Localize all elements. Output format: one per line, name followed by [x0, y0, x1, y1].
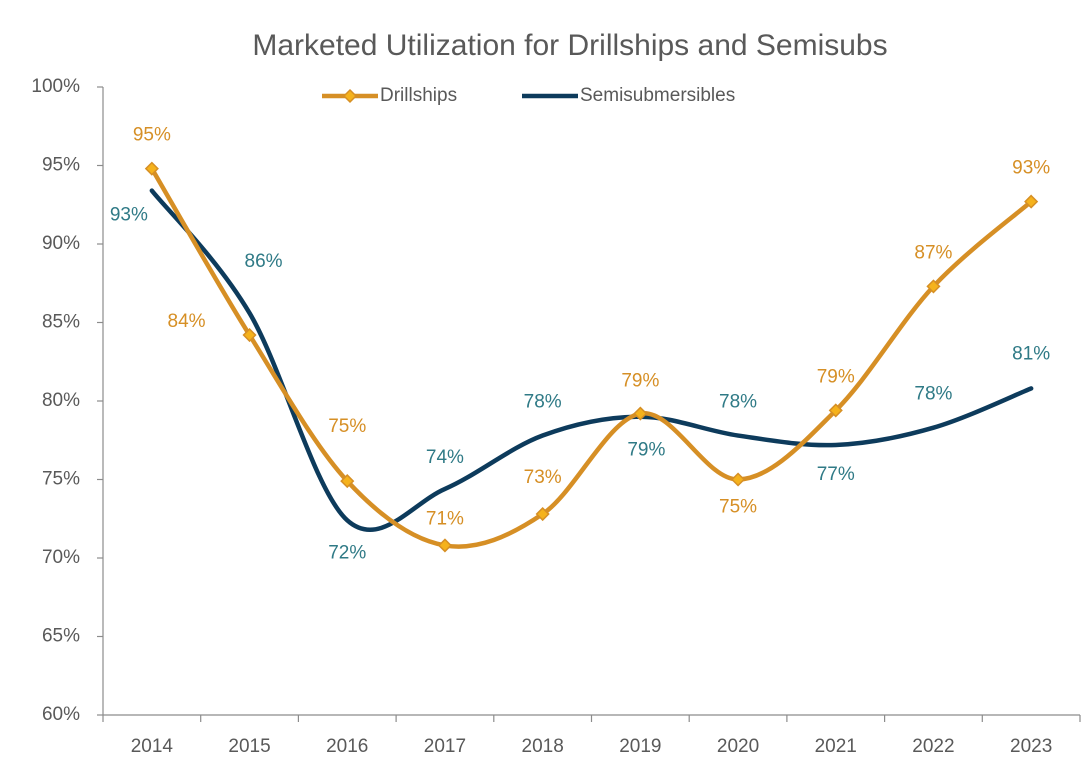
y-tick-label: 85%: [42, 312, 80, 333]
y-tick-label: 65%: [42, 626, 80, 647]
data-label: 84%: [168, 311, 206, 332]
x-tick-label: 2015: [228, 736, 270, 757]
y-tick-label: 90%: [42, 233, 80, 254]
y-tick-label: 60%: [42, 704, 80, 725]
legend-marker: [342, 88, 358, 104]
marker: [633, 406, 648, 421]
x-tick-label: 2018: [522, 736, 564, 757]
data-label: 74%: [426, 447, 464, 468]
marker: [730, 472, 746, 487]
data-label: 78%: [914, 384, 952, 405]
data-label: 79%: [817, 366, 855, 387]
data-label: 93%: [110, 205, 148, 226]
x-tick-label: 2022: [912, 736, 954, 757]
legend-label: Semisubmersibles: [580, 85, 735, 106]
data-label: 71%: [426, 508, 464, 529]
x-tick-label: 2023: [1010, 736, 1052, 757]
x-tick-label: 2017: [424, 736, 466, 757]
data-label: 73%: [524, 467, 562, 488]
y-tick-label: 100%: [31, 76, 80, 97]
data-label: 72%: [328, 542, 366, 563]
legend-label: Drillships: [380, 85, 457, 106]
data-label: 81%: [1012, 343, 1050, 364]
data-label: 93%: [1012, 158, 1050, 179]
data-label: 77%: [817, 464, 855, 485]
data-label: 75%: [719, 497, 757, 518]
series-line: [149, 188, 1034, 533]
marker: [437, 538, 453, 553]
marker: [926, 279, 941, 294]
data-label: 95%: [133, 125, 171, 146]
x-tick-label: 2021: [815, 736, 857, 757]
marker: [242, 327, 257, 343]
marker: [144, 161, 159, 176]
marker: [1024, 194, 1039, 209]
data-label: 75%: [328, 416, 366, 437]
y-tick-label: 95%: [42, 155, 80, 176]
data-label: 87%: [914, 242, 952, 263]
chart-title: Marketed Utilization for Drillships and …: [252, 29, 887, 62]
data-label: 78%: [719, 392, 757, 413]
x-tick-label: 2014: [131, 736, 174, 757]
y-tick-label: 70%: [42, 547, 80, 568]
marker: [535, 506, 550, 522]
marker: [828, 403, 843, 418]
y-tick-label: 75%: [42, 469, 80, 490]
x-tick-label: 2019: [619, 736, 661, 757]
data-label: 79%: [621, 371, 659, 392]
marker: [340, 474, 355, 489]
y-tick-label: 80%: [42, 390, 80, 411]
data-label: 86%: [245, 251, 283, 272]
x-tick-label: 2020: [717, 736, 759, 757]
data-label: 79%: [627, 440, 665, 461]
data-label: 78%: [524, 392, 562, 413]
series-line: [149, 166, 1034, 549]
x-tick-label: 2016: [326, 736, 368, 757]
